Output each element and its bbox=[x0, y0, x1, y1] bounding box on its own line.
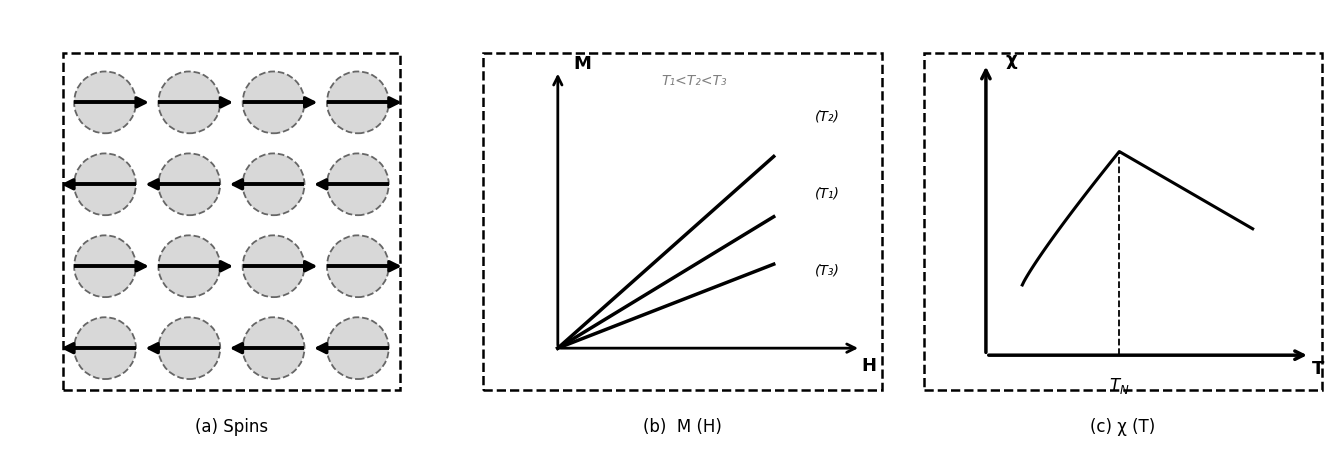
Text: (T₁): (T₁) bbox=[816, 187, 840, 201]
Text: (c) χ (T): (c) χ (T) bbox=[1090, 419, 1156, 437]
Text: T: T bbox=[1312, 360, 1324, 378]
Circle shape bbox=[243, 72, 305, 133]
Circle shape bbox=[327, 317, 388, 379]
Circle shape bbox=[243, 317, 305, 379]
Text: χ: χ bbox=[1005, 51, 1016, 69]
Text: M: M bbox=[574, 55, 591, 73]
Circle shape bbox=[74, 317, 136, 379]
Circle shape bbox=[74, 235, 136, 297]
Circle shape bbox=[243, 235, 305, 297]
Circle shape bbox=[74, 72, 136, 133]
Circle shape bbox=[327, 72, 388, 133]
Text: H: H bbox=[862, 357, 876, 375]
Text: (T₃): (T₃) bbox=[816, 264, 840, 278]
Circle shape bbox=[159, 72, 220, 133]
Circle shape bbox=[327, 235, 388, 297]
Circle shape bbox=[327, 153, 388, 215]
Text: (a) Spins: (a) Spins bbox=[195, 419, 267, 437]
Text: (T₂): (T₂) bbox=[816, 109, 840, 123]
Circle shape bbox=[243, 153, 305, 215]
Circle shape bbox=[159, 153, 220, 215]
FancyBboxPatch shape bbox=[923, 53, 1322, 390]
Text: $T_N$: $T_N$ bbox=[1109, 376, 1129, 396]
FancyBboxPatch shape bbox=[482, 53, 882, 390]
FancyBboxPatch shape bbox=[63, 53, 401, 390]
Circle shape bbox=[159, 235, 220, 297]
Text: (b)  M (H): (b) M (H) bbox=[642, 419, 722, 437]
Circle shape bbox=[74, 153, 136, 215]
Circle shape bbox=[159, 317, 220, 379]
Text: T₁<T₂<T₃: T₁<T₂<T₃ bbox=[661, 74, 727, 88]
